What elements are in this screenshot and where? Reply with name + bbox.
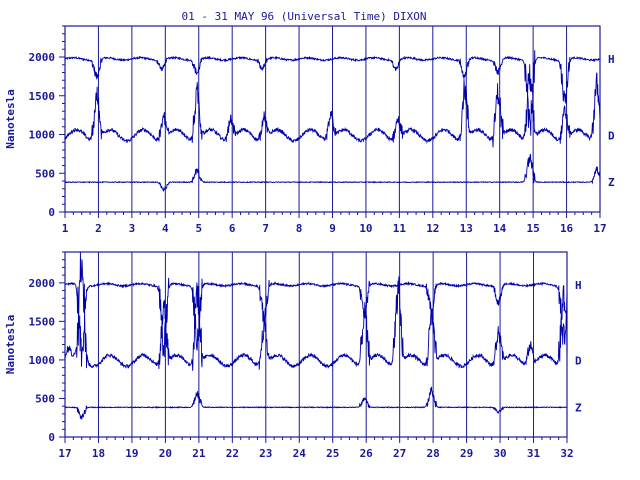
y-tick-label: 1500: [29, 315, 56, 328]
x-tick-label: 12: [426, 222, 439, 235]
series-label-d: D: [608, 129, 615, 142]
y-tick-label: 1000: [29, 354, 56, 367]
series-label-z: Z: [575, 401, 582, 414]
x-tick-label: 13: [460, 222, 473, 235]
y-tick-label: 500: [35, 392, 55, 405]
x-tick-label: 22: [226, 447, 239, 460]
x-tick-label: 16: [560, 222, 574, 235]
x-tick-label: 5: [195, 222, 202, 235]
y-axis-label: Nanotesla: [4, 315, 17, 375]
x-tick-label: 4: [162, 222, 169, 235]
y-tick-label: 2000: [29, 277, 56, 290]
series-label-d: D: [575, 355, 582, 368]
x-tick-label: 2: [95, 222, 102, 235]
x-tick-label: 6: [229, 222, 236, 235]
x-tick-label: 29: [460, 447, 473, 460]
series-label-h: H: [575, 279, 582, 292]
y-tick-label: 2000: [29, 51, 56, 64]
y-tick-label: 1000: [29, 129, 56, 142]
x-tick-label: 11: [393, 222, 407, 235]
series-label-z: Z: [608, 176, 615, 189]
y-tick-label: 1500: [29, 90, 56, 103]
x-tick-label: 14: [493, 222, 507, 235]
x-tick-label: 23: [259, 447, 272, 460]
x-tick-label: 15: [527, 222, 540, 235]
x-tick-label: 18: [92, 447, 105, 460]
series-label-h: H: [608, 53, 615, 66]
series-trace-h: [64, 50, 601, 136]
x-tick-label: 7: [262, 222, 269, 235]
series-trace-d: [64, 251, 568, 371]
plot-frame-1: [64, 251, 568, 438]
x-tick-label: 20: [159, 447, 172, 460]
y-tick-label: 500: [35, 167, 55, 180]
y-tick-label: 0: [48, 431, 55, 444]
x-tick-label: 24: [293, 447, 307, 460]
y-tick-label: 0: [48, 206, 55, 219]
series-trace-z: [64, 386, 568, 420]
x-tick-label: 17: [58, 447, 71, 460]
x-tick-label: 1: [62, 222, 69, 235]
x-tick-label: 31: [527, 447, 541, 460]
x-tick-label: 26: [360, 447, 374, 460]
x-tick-label: 27: [393, 447, 406, 460]
y-axis-label: Nanotesla: [4, 89, 17, 149]
x-tick-label: 25: [326, 447, 339, 460]
x-tick-label: 10: [359, 222, 372, 235]
series-trace-d: [64, 64, 601, 148]
x-tick-label: 30: [493, 447, 506, 460]
x-tick-label: 3: [129, 222, 136, 235]
x-tick-label: 8: [296, 222, 303, 235]
x-tick-label: 28: [427, 447, 440, 460]
series-trace-z: [64, 153, 601, 193]
series-trace-h: [64, 277, 568, 367]
x-tick-label: 19: [125, 447, 138, 460]
x-tick-label: 9: [329, 222, 336, 235]
x-tick-label: 17: [593, 222, 606, 235]
x-tick-label: 32: [560, 447, 573, 460]
x-tick-label: 21: [192, 447, 206, 460]
chart-title: 01 - 31 MAY 96 (Universal Time) DIXON: [181, 10, 426, 23]
